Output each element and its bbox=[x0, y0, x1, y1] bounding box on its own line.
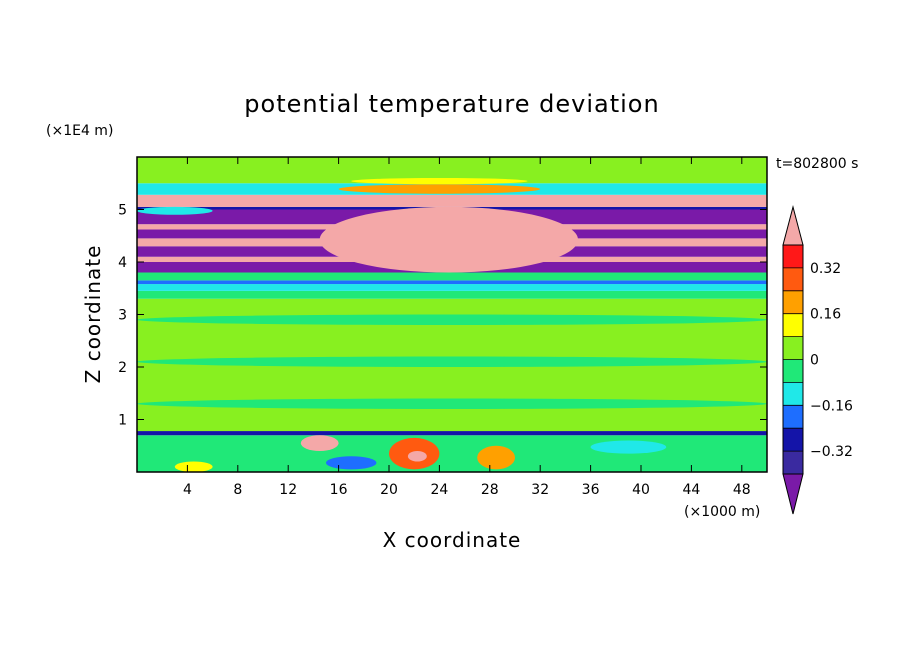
x-tick-label: 24 bbox=[430, 482, 448, 498]
plot-area bbox=[137, 157, 767, 472]
chart-title: potential temperature deviation bbox=[244, 90, 659, 118]
colorbar-segment bbox=[783, 451, 803, 474]
x-tick-label: 20 bbox=[380, 482, 398, 498]
y-tick-label: 3 bbox=[118, 308, 127, 324]
contour-patch bbox=[319, 206, 578, 273]
x-tick-label: 40 bbox=[632, 482, 650, 498]
colorbar-tick-label: 0.16 bbox=[810, 307, 841, 323]
contour-patch bbox=[338, 184, 541, 194]
colorbar-segment bbox=[783, 428, 803, 452]
y-axis-unit: (×1E4 m) bbox=[46, 123, 113, 139]
time-label: t=802800 s bbox=[776, 156, 858, 172]
colorbar-segment bbox=[783, 336, 803, 360]
colorbar-segment bbox=[783, 267, 803, 291]
x-tick-label: 36 bbox=[582, 482, 600, 498]
contour-patch bbox=[174, 461, 213, 472]
x-tick-label: 44 bbox=[682, 482, 700, 498]
colorbar-tick-label: 0 bbox=[810, 353, 819, 369]
y-tick-label: 5 bbox=[118, 203, 127, 219]
colorbar-tick-label: 0.32 bbox=[810, 261, 841, 277]
y-axis-label: Z coordinate bbox=[81, 245, 105, 384]
contour-patch bbox=[137, 398, 767, 409]
y-tick-label: 4 bbox=[118, 255, 127, 271]
colorbar-segment bbox=[783, 405, 803, 429]
contour-band bbox=[137, 431, 767, 436]
x-axis: 4 8 12 16 20 24 28 32 36 40 44 48 bbox=[183, 157, 751, 498]
y-tick-label: 1 bbox=[118, 413, 127, 429]
contour-patch bbox=[300, 435, 339, 451]
contour-patch bbox=[407, 451, 427, 462]
contour-patch bbox=[351, 178, 528, 185]
colorbar-tick-label: −0.16 bbox=[810, 398, 853, 414]
y-axis: 1 2 3 4 5 bbox=[118, 203, 767, 429]
contour-patch bbox=[137, 356, 767, 367]
contour-band bbox=[137, 290, 767, 299]
x-tick-label: 28 bbox=[481, 482, 499, 498]
x-tick-label: 16 bbox=[330, 482, 348, 498]
contour-band bbox=[137, 280, 767, 285]
y-tick-label: 2 bbox=[118, 360, 127, 376]
x-tick-label: 12 bbox=[279, 482, 297, 498]
contour-band bbox=[137, 284, 767, 291]
colorbar-segment bbox=[783, 290, 803, 314]
contour-patch bbox=[137, 206, 213, 215]
colorbar-extend-min bbox=[782, 473, 804, 515]
contour-patch bbox=[326, 456, 377, 470]
contour-patch bbox=[590, 440, 667, 454]
colorbar-segment bbox=[783, 382, 803, 406]
colorbar-segment bbox=[783, 313, 803, 337]
x-tick-label: 8 bbox=[233, 482, 242, 498]
colorbar-extend-max bbox=[782, 205, 804, 246]
contour-patch bbox=[137, 314, 767, 325]
contour-band bbox=[137, 272, 767, 281]
x-tick-label: 48 bbox=[733, 482, 751, 498]
colorbar: 0.32 0.16 0 −0.16 −0.32 bbox=[782, 205, 853, 515]
x-axis-unit: (×1000 m) bbox=[684, 504, 760, 520]
colorbar-segment bbox=[783, 245, 803, 268]
colorbar-tick-label: −0.32 bbox=[810, 444, 853, 460]
x-tick-label: 32 bbox=[531, 482, 549, 498]
x-tick-label: 4 bbox=[183, 482, 192, 498]
contour-band bbox=[137, 194, 767, 207]
contour-band bbox=[137, 435, 767, 472]
colorbar-segment bbox=[783, 359, 803, 383]
contour-patch bbox=[477, 445, 515, 470]
x-axis-label: X coordinate bbox=[383, 528, 522, 552]
